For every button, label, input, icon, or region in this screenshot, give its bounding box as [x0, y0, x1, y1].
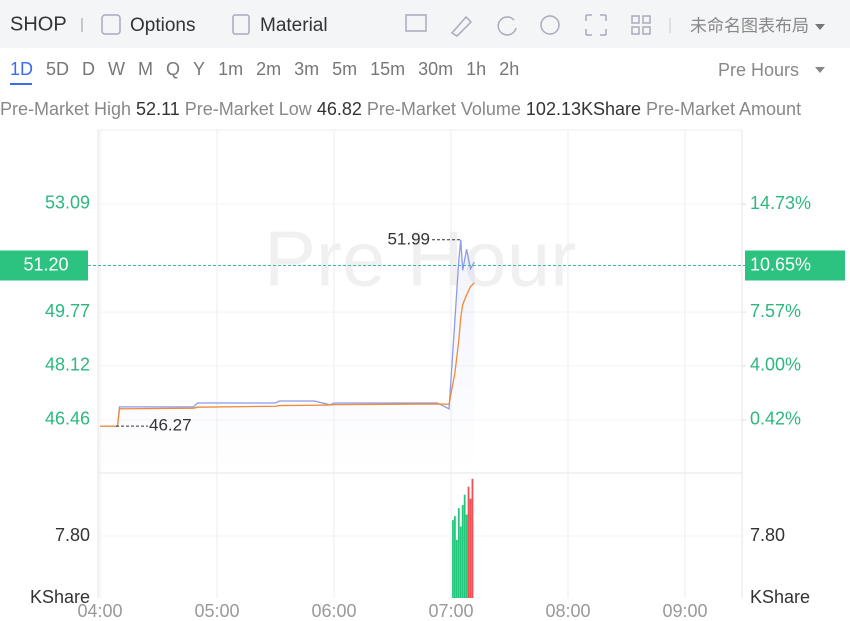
period-button[interactable]: 1D	[10, 59, 33, 79]
options-button[interactable]: Options	[130, 15, 195, 36]
y2-tick-label: 0.42%	[750, 409, 801, 429]
volume-tick-label: 7.80	[750, 525, 785, 545]
period-button[interactable]: 1m	[218, 59, 243, 79]
volume-bar	[454, 516, 456, 598]
y-tick-label: 46.46	[45, 409, 90, 429]
period-button[interactable]: 1h	[466, 59, 486, 79]
period-button[interactable]: D	[82, 59, 95, 79]
stat-value: 46.82	[317, 99, 362, 119]
period-button[interactable]: 2m	[256, 59, 281, 79]
refresh-icon[interactable]	[497, 16, 517, 36]
volume-bar	[465, 514, 468, 598]
x-tick-label: 06:00	[311, 601, 356, 621]
period-button[interactable]: 15m	[370, 59, 405, 79]
volume-bar	[463, 494, 466, 598]
volume-bar	[461, 505, 464, 598]
price-line	[100, 239, 475, 427]
toolbar	[0, 0, 850, 48]
y-tick-label: 53.09	[45, 193, 90, 213]
stat-label: Pre-Market Low	[185, 99, 313, 119]
stat-label: Pre-Market High	[0, 99, 131, 119]
fullscreen-icon[interactable]	[585, 14, 607, 36]
period-button[interactable]: 3m	[294, 59, 319, 79]
period-button[interactable]: W	[108, 59, 125, 79]
settings-icon[interactable]	[540, 15, 560, 35]
volume-bar	[457, 508, 460, 598]
current-price-tag	[0, 250, 88, 281]
volume-unit: KShare	[30, 587, 90, 607]
period-button[interactable]: M	[138, 59, 153, 79]
y2-tick-label: 7.57%	[750, 301, 801, 321]
volume-bar	[455, 539, 458, 598]
period-button[interactable]: 30m	[418, 59, 453, 79]
price-area	[100, 239, 475, 473]
dropdown-arrow	[815, 67, 825, 73]
material-button[interactable]: Material	[260, 15, 328, 36]
volume-tick-label: 7.80	[55, 525, 90, 545]
stat-value: 102.13KShare	[526, 99, 641, 119]
material-icon	[232, 14, 250, 35]
x-tick-label: 07:00	[428, 601, 473, 621]
period-button[interactable]: Y	[193, 59, 205, 79]
chart-icon[interactable]	[405, 14, 427, 32]
layout-name[interactable]: 未命名图表布局	[690, 16, 809, 35]
volume-bar	[459, 526, 462, 598]
period-button[interactable]: 5m	[332, 59, 357, 79]
stat-label: Pre-Market Amount	[646, 99, 801, 119]
price-line	[100, 282, 475, 427]
x-tick-label: 08:00	[545, 601, 590, 621]
y2-tick-label: 14.73%	[750, 193, 811, 213]
annotation-label: 51.99	[387, 229, 430, 248]
y-tick-label: 48.12	[45, 355, 90, 375]
x-tick-label: 04:00	[77, 601, 122, 621]
period-button[interactable]: 2h	[499, 59, 519, 79]
stat-label: Pre-Market Volume	[367, 99, 521, 119]
volume-unit: KShare	[750, 587, 810, 607]
watermark: Pre Hour	[264, 215, 576, 303]
y-tick-label: 49.77	[45, 301, 90, 321]
current-pct-tag	[745, 250, 845, 281]
current-price-label: 51.20	[23, 254, 68, 274]
volume-bar	[452, 520, 454, 598]
layout-icon[interactable]	[631, 15, 651, 35]
current-pct-label: 10.65%	[750, 254, 811, 274]
dropdown-arrow	[815, 24, 825, 30]
x-tick-label: 05:00	[194, 601, 239, 621]
period-button[interactable]: 5D	[46, 59, 69, 79]
volume-bar	[469, 498, 472, 598]
x-tick-label: 09:00	[662, 601, 707, 621]
draw-icon[interactable]	[450, 15, 473, 37]
volume-bar	[471, 478, 474, 598]
symbol[interactable]: SHOP	[10, 13, 67, 35]
session-select[interactable]: Pre Hours	[718, 60, 799, 80]
y2-tick-label: 4.00%	[750, 355, 801, 375]
annotation-label: 46.27	[149, 416, 192, 435]
stat-value: 52.11	[136, 99, 180, 119]
period-button[interactable]: Q	[166, 59, 180, 79]
volume-bar	[467, 486, 470, 598]
options-icon	[101, 14, 121, 35]
